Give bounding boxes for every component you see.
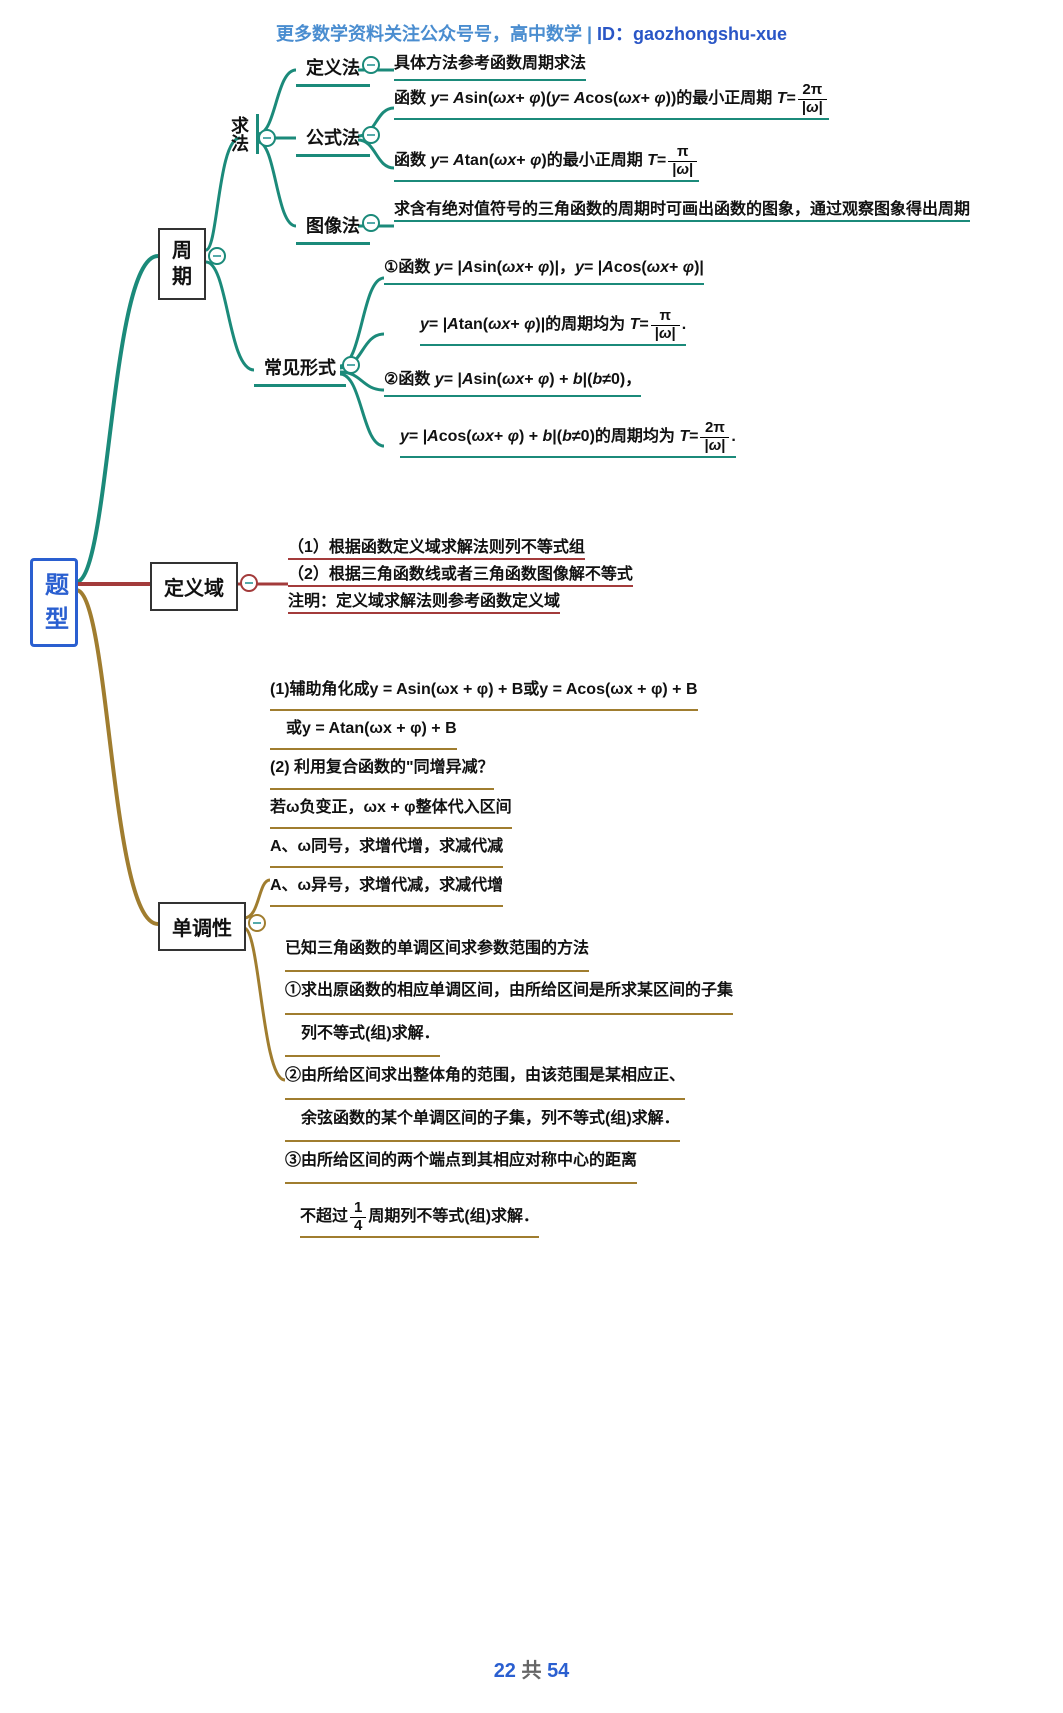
node-dandiao-label: 单调性 [172, 918, 232, 940]
page-current: 22 [494, 1660, 516, 1682]
leaf-cj-4: y= |Acos(ωx+ φ) + b|(b≠0)的周期均为 T=2π|ω|. [400, 420, 736, 458]
leaf-cj-1-text: ①函数 y= |Asin(ωx+ φ)|，y= |Acos(ωx+ φ)| [384, 254, 704, 285]
leaf-dingyiyu-text: （1）根据函数定义域求解法则列不等式组（2）根据三角函数线或者三角函数图像解不等… [288, 539, 633, 614]
header-id-label: ID： [597, 24, 633, 44]
leaf-cj-3-text: ②函数 y= |Asin(ωx+ φ) + b|(b≠0)， [384, 366, 641, 397]
dd1-l1: 或y = Atan(ωx + φ) + B [270, 711, 457, 750]
collapse-icon[interactable] [362, 214, 380, 232]
block-dandiao-3: 不超过14周期列不等式(组)求解． [300, 1200, 539, 1238]
dd1-l0: (1)辅助角化成y = Asin(ωx + φ) + B或y = Acos(ωx… [270, 672, 698, 711]
dd1-l5: A、ω异号，求增代减，求减代增 [270, 868, 503, 907]
leaf-dingyifa: 具体方法参考函数周期求法 [394, 50, 586, 81]
leaf-tuxiang-text: 求含有绝对值符号的三角函数的周期时可画出函数的图象，通过观察图象得出周期 [394, 201, 970, 222]
pill-gongshifa-label: 公式法 [306, 128, 360, 148]
collapse-icon[interactable] [258, 129, 276, 147]
dd1-l2: (2) 利用复合函数的"同增异减？ [270, 750, 494, 789]
pill-changjian-label: 常见形式 [264, 358, 336, 378]
pill-changjian[interactable]: 常见形式 [254, 350, 346, 387]
leaf-cj-4-text: y= |Acos(ωx+ φ) + b|(b≠0)的周期均为 T=2π|ω|. [400, 420, 736, 458]
node-period-label: 周期 [172, 240, 192, 288]
pill-qiufa-label: 求法 [229, 116, 249, 152]
leaf-cj-1: ①函数 y= |Asin(ωx+ φ)|，y= |Acos(ωx+ φ)| [384, 254, 704, 285]
pill-qiufa[interactable]: 求法 [222, 114, 259, 154]
dd2-l3: ②由所给区间求出整体角的范围，由该范围是某相应正、 [285, 1057, 685, 1099]
collapse-icon[interactable] [240, 574, 258, 592]
block-dandiao-2: 已知三角函数的单调区间求参数范围的方法 ①求出原函数的相应单调区间，由所给区间是… [285, 930, 1025, 1184]
root-label: 题型 [45, 572, 69, 633]
pill-tuxiangfa[interactable]: 图像法 [296, 208, 370, 245]
collapse-icon[interactable] [248, 914, 266, 932]
pill-dingyifa[interactable]: 定义法 [296, 50, 370, 87]
node-dingyiyu[interactable]: 定义域 [150, 562, 238, 611]
node-period[interactable]: 周期 [158, 228, 206, 300]
node-dingyiyu-label: 定义域 [164, 578, 224, 600]
dd2-l1: ①求出原函数的相应单调区间，由所给区间是所求某区间的子集 [285, 972, 733, 1014]
dd2-l2: 列不等式(组)求解． [285, 1015, 440, 1057]
dd2-l4: 余弦函数的某个单调区间的子集，列不等式(组)求解． [285, 1100, 680, 1142]
dd2-l5: ③由所给区间的两个端点到其相应对称中心的距离 [285, 1142, 637, 1184]
leaf-dingyifa-text: 具体方法参考函数周期求法 [394, 50, 586, 81]
pill-tuxiangfa-label: 图像法 [306, 216, 360, 236]
leaf-gongshi-2-text: 函数 y= Atan(ωx+ φ)的最小正周期 T=π|ω| [394, 144, 699, 182]
pill-dingyifa-label: 定义法 [306, 58, 360, 78]
dd1-l3: 若ω负变正，ωx + φ整体代入区间 [270, 790, 512, 829]
collapse-icon[interactable] [362, 126, 380, 144]
collapse-icon[interactable] [362, 56, 380, 74]
dd2-l0: 已知三角函数的单调区间求参数范围的方法 [285, 930, 589, 972]
leaf-gongshi-2: 函数 y= Atan(ωx+ φ)的最小正周期 T=π|ω| [394, 144, 699, 182]
page-sep: 共 [516, 1660, 547, 1682]
pill-gongshifa[interactable]: 公式法 [296, 120, 370, 157]
leaf-tuxiang: 求含有绝对值符号的三角函数的周期时可画出函数的图象，通过观察图象得出周期 [394, 196, 1024, 223]
header-text: 更多数学资料关注公众号号，高中数学 | [276, 24, 597, 44]
page-total: 54 [547, 1660, 569, 1682]
node-dandiao[interactable]: 单调性 [158, 902, 246, 951]
leaf-cj-3: ②函数 y= |Asin(ωx+ φ) + b|(b≠0)， [384, 366, 641, 397]
leaf-cj-2-text: y= |Atan(ωx+ φ)|的周期均为 T=π|ω|. [420, 308, 686, 346]
collapse-icon[interactable] [208, 247, 226, 265]
page-header: 更多数学资料关注公众号号，高中数学 | ID：gaozhongshu-xue [0, 20, 1063, 46]
leaf-cj-2: y= |Atan(ωx+ φ)|的周期均为 T=π|ω|. [420, 308, 686, 346]
leaf-gongshi-1: 函数 y= Asin(ωx+ φ)(y= Acos(ωx+ φ))的最小正周期 … [394, 82, 829, 120]
page-footer: 22 共 54 [0, 1654, 1063, 1683]
collapse-icon[interactable] [342, 356, 360, 374]
block-dandiao-1: (1)辅助角化成y = Asin(ωx + φ) + B或y = Acos(ωx… [270, 672, 1010, 907]
dd1-l4: A、ω同号，求增代增，求减代减 [270, 829, 503, 868]
dd3-text: 不超过14周期列不等式(组)求解． [300, 1200, 539, 1238]
leaf-gongshi-1-text: 函数 y= Asin(ωx+ φ)(y= Acos(ωx+ φ))的最小正周期 … [394, 82, 829, 120]
header-id-value: gaozhongshu-xue [633, 24, 787, 44]
leaf-dingyiyu: （1）根据函数定义域求解法则列不等式组（2）根据三角函数线或者三角函数图像解不等… [288, 534, 848, 616]
root-node[interactable]: 题型 [30, 558, 78, 647]
